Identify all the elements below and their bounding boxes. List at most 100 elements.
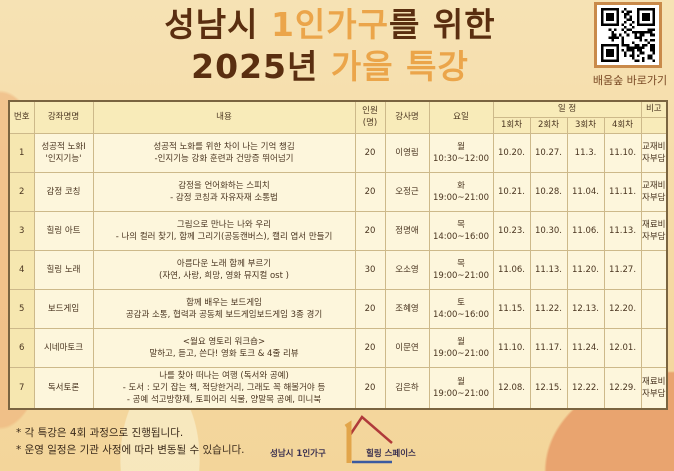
cell-content: <월요 영토리 워크숍> 말하고, 듣고, 쓴다! 영화 토크 & 4줄 리뷰 [92, 327, 356, 368]
cell-content: 감정을 언어화하는 스피치 - 감정 코칭과 자유자재 소통법 [92, 171, 356, 212]
cell-date: 10.28. [529, 171, 568, 212]
cell-date: 11.22. [529, 288, 568, 329]
cell-date: 11.06. [492, 249, 531, 290]
header-session-1: 1회차 [492, 116, 531, 134]
schedule-table: 번호 강좌명명 내용 인원 (명) 강사명 요일 일 정 비고 1회차 2회차 … [8, 100, 669, 410]
cell-date: 12.01. [603, 327, 642, 368]
logo-text-right: 힐링 스페이스 [366, 449, 416, 459]
cell-date: 12.13. [566, 288, 605, 329]
cell-date: 11.20. [566, 249, 605, 290]
cell-date: 11.27. [603, 249, 642, 290]
cell-date: 11.10. [492, 327, 531, 368]
header-session-4: 4회차 [603, 116, 642, 134]
cell-capacity: 20 [354, 171, 386, 212]
cell-no: 1 [8, 132, 35, 173]
cell-date: 10.27. [529, 132, 568, 173]
header-session-2: 2회차 [529, 116, 568, 134]
cell-instructor: 조혜영 [384, 288, 430, 329]
cell-course: 시네마토크 [33, 327, 94, 368]
cell-no: 6 [8, 327, 35, 368]
table-row: 4 힐링 노래 아름다운 노래 함께 부르기 (자연, 사랑, 희망, 영화 뮤지컬… [8, 249, 668, 290]
cell-date: 10.23. [492, 210, 531, 251]
cell-date: 11.04. [566, 171, 605, 212]
cell-content: 함께 배우는 보드게임 공감과 소통, 협력과 공동체 보드게임보드게임 3종 … [92, 288, 356, 329]
cell-capacity: 30 [354, 249, 386, 290]
cell-note: 재료비 자부담 [640, 210, 668, 251]
header-no: 번호 [8, 100, 35, 134]
cell-course: 독서토론 [33, 366, 94, 410]
cell-date: 12.20. [603, 288, 642, 329]
qr-label[interactable]: 배움숲 바로가기 [592, 74, 668, 87]
cell-day: 목 14:00~16:00 [428, 210, 494, 251]
notes: * 각 특강은 4회 과정으로 진행됩니다. * 운영 일정은 기관 사정에 따… [16, 425, 245, 459]
cell-day: 월 10:30~12:00 [428, 132, 494, 173]
table-row: 6 시네마토크 <월요 영토리 워크숍> 말하고, 듣고, 쓴다! 영화 토크 & … [8, 327, 668, 368]
cell-date: 11.3. [566, 132, 605, 173]
header-course: 강좌명명 [33, 100, 94, 134]
logo: 성남시 1인가구 힐링 스페이스 [270, 415, 460, 465]
cell-date: 10.21. [492, 171, 531, 212]
cell-course: 보드게임 [33, 288, 94, 329]
cell-date: 10.30. [529, 210, 568, 251]
cell-date: 11.06. [566, 210, 605, 251]
cell-content: 나를 찾아 떠나는 여행 (독서와 공예) - 도서 : 모기 잡는 책, 적당… [92, 366, 356, 410]
title-text: 성남시 [164, 5, 271, 44]
table-row: 3 힐링 아트 그림으로 만나는 나와 우리 - 나의 컬러 찾기, 함께 그리기(… [8, 210, 668, 251]
cell-no: 4 [8, 249, 35, 290]
cell-note [640, 288, 668, 329]
cell-note [640, 327, 668, 368]
title-text: 를 위한 [389, 5, 496, 44]
cell-day: 월 19:00~21:00 [428, 366, 494, 410]
cell-no: 2 [8, 171, 35, 212]
table-row: 7 독서토론 나를 찾아 떠나는 여행 (독서와 공예) - 도서 : 모기 잡는 … [8, 366, 668, 410]
header-note: 비고 [640, 100, 668, 118]
cell-date: 12.08. [492, 366, 531, 410]
cell-date: 11.24. [566, 327, 605, 368]
cell-day: 목 19:00~21:00 [428, 249, 494, 290]
logo-text-left: 성남시 1인가구 [270, 449, 326, 459]
title-accent: 1인가구 [270, 5, 390, 44]
page-title: 성남시 1인가구를 위한 2025년 가을 특강 [150, 4, 510, 88]
cell-instructor: 정명애 [384, 210, 430, 251]
cell-date: 11.17. [529, 327, 568, 368]
cell-content: 그림으로 만나는 나와 우리 - 나의 컬러 찾기, 함께 그리기(공동캔버스)… [92, 210, 356, 251]
header-note-blank [640, 116, 668, 134]
house-logo-icon [344, 415, 393, 464]
cell-day: 월 19:00~21:00 [428, 327, 494, 368]
cell-capacity: 20 [354, 210, 386, 251]
cell-date: 11.15. [492, 288, 531, 329]
cell-day: 화 19:00~21:00 [428, 171, 494, 212]
cell-date: 12.29. [603, 366, 642, 410]
cell-course: 힐링 아트 [33, 210, 94, 251]
cell-no: 5 [8, 288, 35, 329]
cell-date: 11.13. [529, 249, 568, 290]
note-line: * 운영 일정은 기관 사정에 따라 변동될 수 있습니다. [16, 444, 245, 456]
table-row: 1 성공적 노화Ⅰ '인지기능' 성공적 노화를 위한 차이 나는 기억 챙김 -인… [8, 132, 668, 173]
cell-content: 아름다운 노래 함께 부르기 (자연, 사랑, 희망, 영화 뮤지컬 ost ) [92, 249, 356, 290]
cell-no: 7 [8, 366, 35, 410]
title-text: 2025년 [191, 47, 331, 86]
cell-capacity: 20 [354, 132, 386, 173]
table-row: 5 보드게임 함께 배우는 보드게임 공감과 소통, 협력과 공동체 보드게임보드게… [8, 288, 668, 329]
cell-date: 11.10. [603, 132, 642, 173]
cell-day: 토 14:00~16:00 [428, 288, 494, 329]
cell-instructor: 이영림 [384, 132, 430, 173]
cell-note: 교재비 자부담 [640, 171, 668, 212]
cell-instructor: 이문연 [384, 327, 430, 368]
cell-note: 재료비 자부담 [640, 366, 668, 410]
cell-capacity: 20 [354, 327, 386, 368]
cell-instructor: 김은하 [384, 366, 430, 410]
header-capacity: 인원 (명) [354, 100, 386, 134]
cell-date: 11.11. [603, 171, 642, 212]
header-day: 요일 [428, 100, 494, 134]
cell-instructor: 오소영 [384, 249, 430, 290]
qr-code[interactable] [594, 2, 662, 68]
cell-date: 10.20. [492, 132, 531, 173]
table-row: 2 감정 코칭 감정을 언어화하는 스피치 - 감정 코칭과 자유자재 소통법 20 오… [8, 171, 668, 212]
cell-note [640, 249, 668, 290]
header-session-3: 3회차 [566, 116, 605, 134]
cell-date: 12.15. [529, 366, 568, 410]
cell-course: 힐링 노래 [33, 249, 94, 290]
header-content: 내용 [92, 100, 356, 134]
cell-instructor: 오정근 [384, 171, 430, 212]
